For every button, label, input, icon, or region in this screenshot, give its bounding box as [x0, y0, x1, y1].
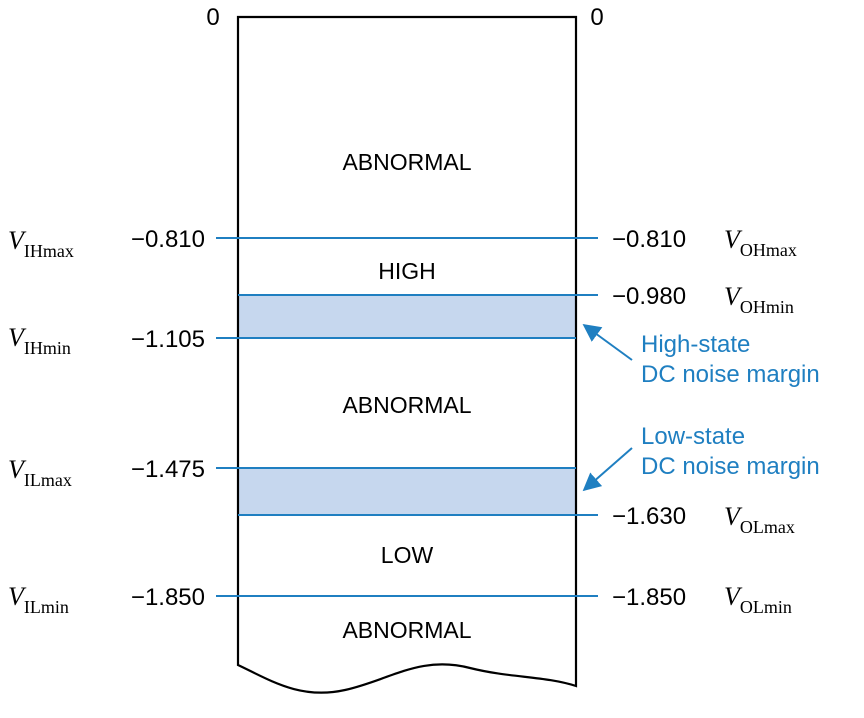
- vihmin-value: −1.105: [131, 326, 205, 353]
- vilmin-symbol-v: V: [8, 582, 27, 611]
- top-right-zero-label: 0: [590, 4, 603, 31]
- volmax-value: −1.630: [612, 503, 686, 530]
- vilmax-value: −1.475: [131, 456, 205, 483]
- volmax-symbol-subscript: OLmax: [740, 517, 795, 537]
- high-margin-annotation-line1: High-state: [641, 331, 750, 358]
- vohmax-value: −0.810: [612, 226, 686, 253]
- low-margin-annotation: Low-state DC noise margin: [641, 423, 820, 480]
- vihmax-symbol: VIHmax: [8, 226, 74, 261]
- region-label-low: LOW: [381, 542, 434, 568]
- vihmax-symbol-subscript: IHmax: [24, 241, 74, 261]
- vilmin-symbol: VILmin: [8, 582, 69, 617]
- vohmax-symbol-subscript: OHmax: [740, 240, 797, 260]
- high-margin-annotation: High-state DC noise margin: [641, 331, 820, 388]
- vihmax-symbol-v: V: [8, 226, 27, 255]
- low-margin-annotation-line1: Low-state: [641, 423, 745, 450]
- high-state-noise-margin-band: [238, 295, 576, 338]
- voltage-column-outline: [236, 15, 578, 694]
- volmin-symbol-v: V: [724, 582, 743, 611]
- vihmin-symbol-v: V: [8, 323, 27, 352]
- region-label-abnormal-bottom: ABNORMAL: [342, 617, 471, 643]
- vohmin-symbol: VOHmin: [724, 282, 794, 317]
- high-margin-annotation-line2: DC noise margin: [641, 361, 820, 388]
- volmax-symbol: VOLmax: [724, 502, 795, 537]
- vilmax-symbol: VILmax: [8, 455, 72, 490]
- vilmin-value: −1.850: [131, 584, 205, 611]
- region-label-abnormal-middle: ABNORMAL: [342, 392, 471, 418]
- volmin-symbol-subscript: OLmin: [740, 597, 792, 617]
- vilmin-symbol-subscript: ILmin: [24, 597, 69, 617]
- volmin-value: −1.850: [612, 584, 686, 611]
- volmin-symbol: VOLmin: [724, 582, 792, 617]
- region-label-abnormal-top: ABNORMAL: [342, 149, 471, 175]
- vohmin-symbol-subscript: OHmin: [740, 297, 794, 317]
- region-label-high: HIGH: [378, 258, 436, 284]
- vilmax-symbol-v: V: [8, 455, 27, 484]
- vihmin-symbol: VIHmin: [8, 323, 71, 358]
- vilmax-symbol-subscript: ILmax: [24, 470, 72, 490]
- vohmax-symbol-v: V: [724, 225, 743, 254]
- vihmax-value: −0.810: [131, 226, 205, 253]
- top-left-zero-label: 0: [206, 4, 219, 31]
- volmax-symbol-v: V: [724, 502, 743, 531]
- low-margin-arrow: [582, 447, 633, 492]
- vihmin-symbol-subscript: IHmin: [24, 338, 71, 358]
- low-state-noise-margin-band: [238, 468, 576, 515]
- low-margin-annotation-line2: DC noise margin: [641, 453, 820, 480]
- vohmin-value: −0.980: [612, 283, 686, 310]
- high-margin-arrow: [582, 323, 633, 361]
- vohmin-symbol-v: V: [724, 282, 743, 311]
- vohmax-symbol: VOHmax: [724, 225, 797, 260]
